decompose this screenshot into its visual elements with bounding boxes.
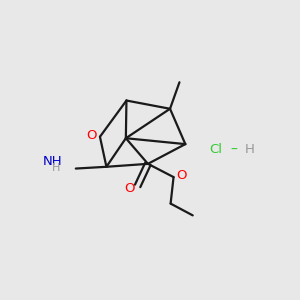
Text: H: H: [245, 143, 255, 157]
Text: H: H: [52, 163, 61, 173]
Text: NH: NH: [42, 155, 62, 168]
Text: O: O: [124, 182, 135, 195]
Text: –: –: [230, 143, 237, 157]
Text: Cl: Cl: [210, 143, 223, 157]
Text: O: O: [86, 129, 96, 142]
Text: O: O: [176, 169, 187, 182]
